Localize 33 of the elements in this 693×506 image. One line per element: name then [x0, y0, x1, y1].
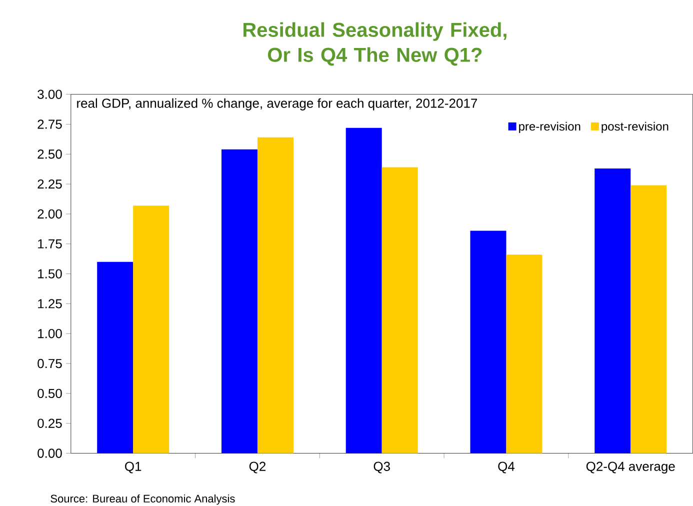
x-tick-label: Q2 — [249, 462, 266, 474]
bar — [257, 137, 294, 454]
bar — [594, 168, 631, 454]
legend-label: pre-revision — [519, 122, 580, 134]
y-tick-label: 1.75 — [38, 239, 62, 248]
chart-title: Residual Seasonality Fixed, Or Is Q4 The New Q1? — [243, 22, 506, 66]
chart-subtitle: real GDP, annualized % change, average for each quarter, 2012-2017 — [77, 98, 478, 110]
x-tick-label: Q4 — [498, 462, 515, 474]
bar — [97, 262, 134, 454]
bar — [506, 254, 542, 454]
bar — [382, 167, 418, 454]
y-tick-label: 3.00 — [38, 90, 62, 99]
x-tick-label: Q2-Q4 average — [586, 462, 675, 474]
y-tick-label: 1.00 — [38, 329, 62, 338]
legend-label: post-revision — [602, 122, 668, 134]
bar — [221, 149, 258, 454]
bar — [346, 128, 382, 454]
y-tick-label: 0.00 — [38, 448, 62, 458]
y-tick-label: 0.75 — [38, 358, 62, 368]
y-tick-label: 0.50 — [38, 388, 62, 398]
y-tick-label: 1.25 — [38, 299, 62, 308]
y-tick-label: 1.50 — [38, 269, 62, 278]
bar — [470, 230, 506, 454]
x-tick-label: Q3 — [374, 462, 390, 474]
y-tick-label: 2.25 — [38, 180, 62, 189]
bar — [133, 206, 170, 454]
y-tick-label: 0.25 — [38, 418, 62, 428]
y-tick-label: 2.50 — [38, 150, 62, 159]
y-tick-label: 2.00 — [38, 209, 62, 219]
y-tick-label: 2.75 — [38, 120, 62, 129]
bar — [630, 185, 667, 454]
source-note: Source: Bureau of Economic Analysis — [50, 494, 235, 505]
x-tick-label: Q1 — [125, 462, 142, 474]
